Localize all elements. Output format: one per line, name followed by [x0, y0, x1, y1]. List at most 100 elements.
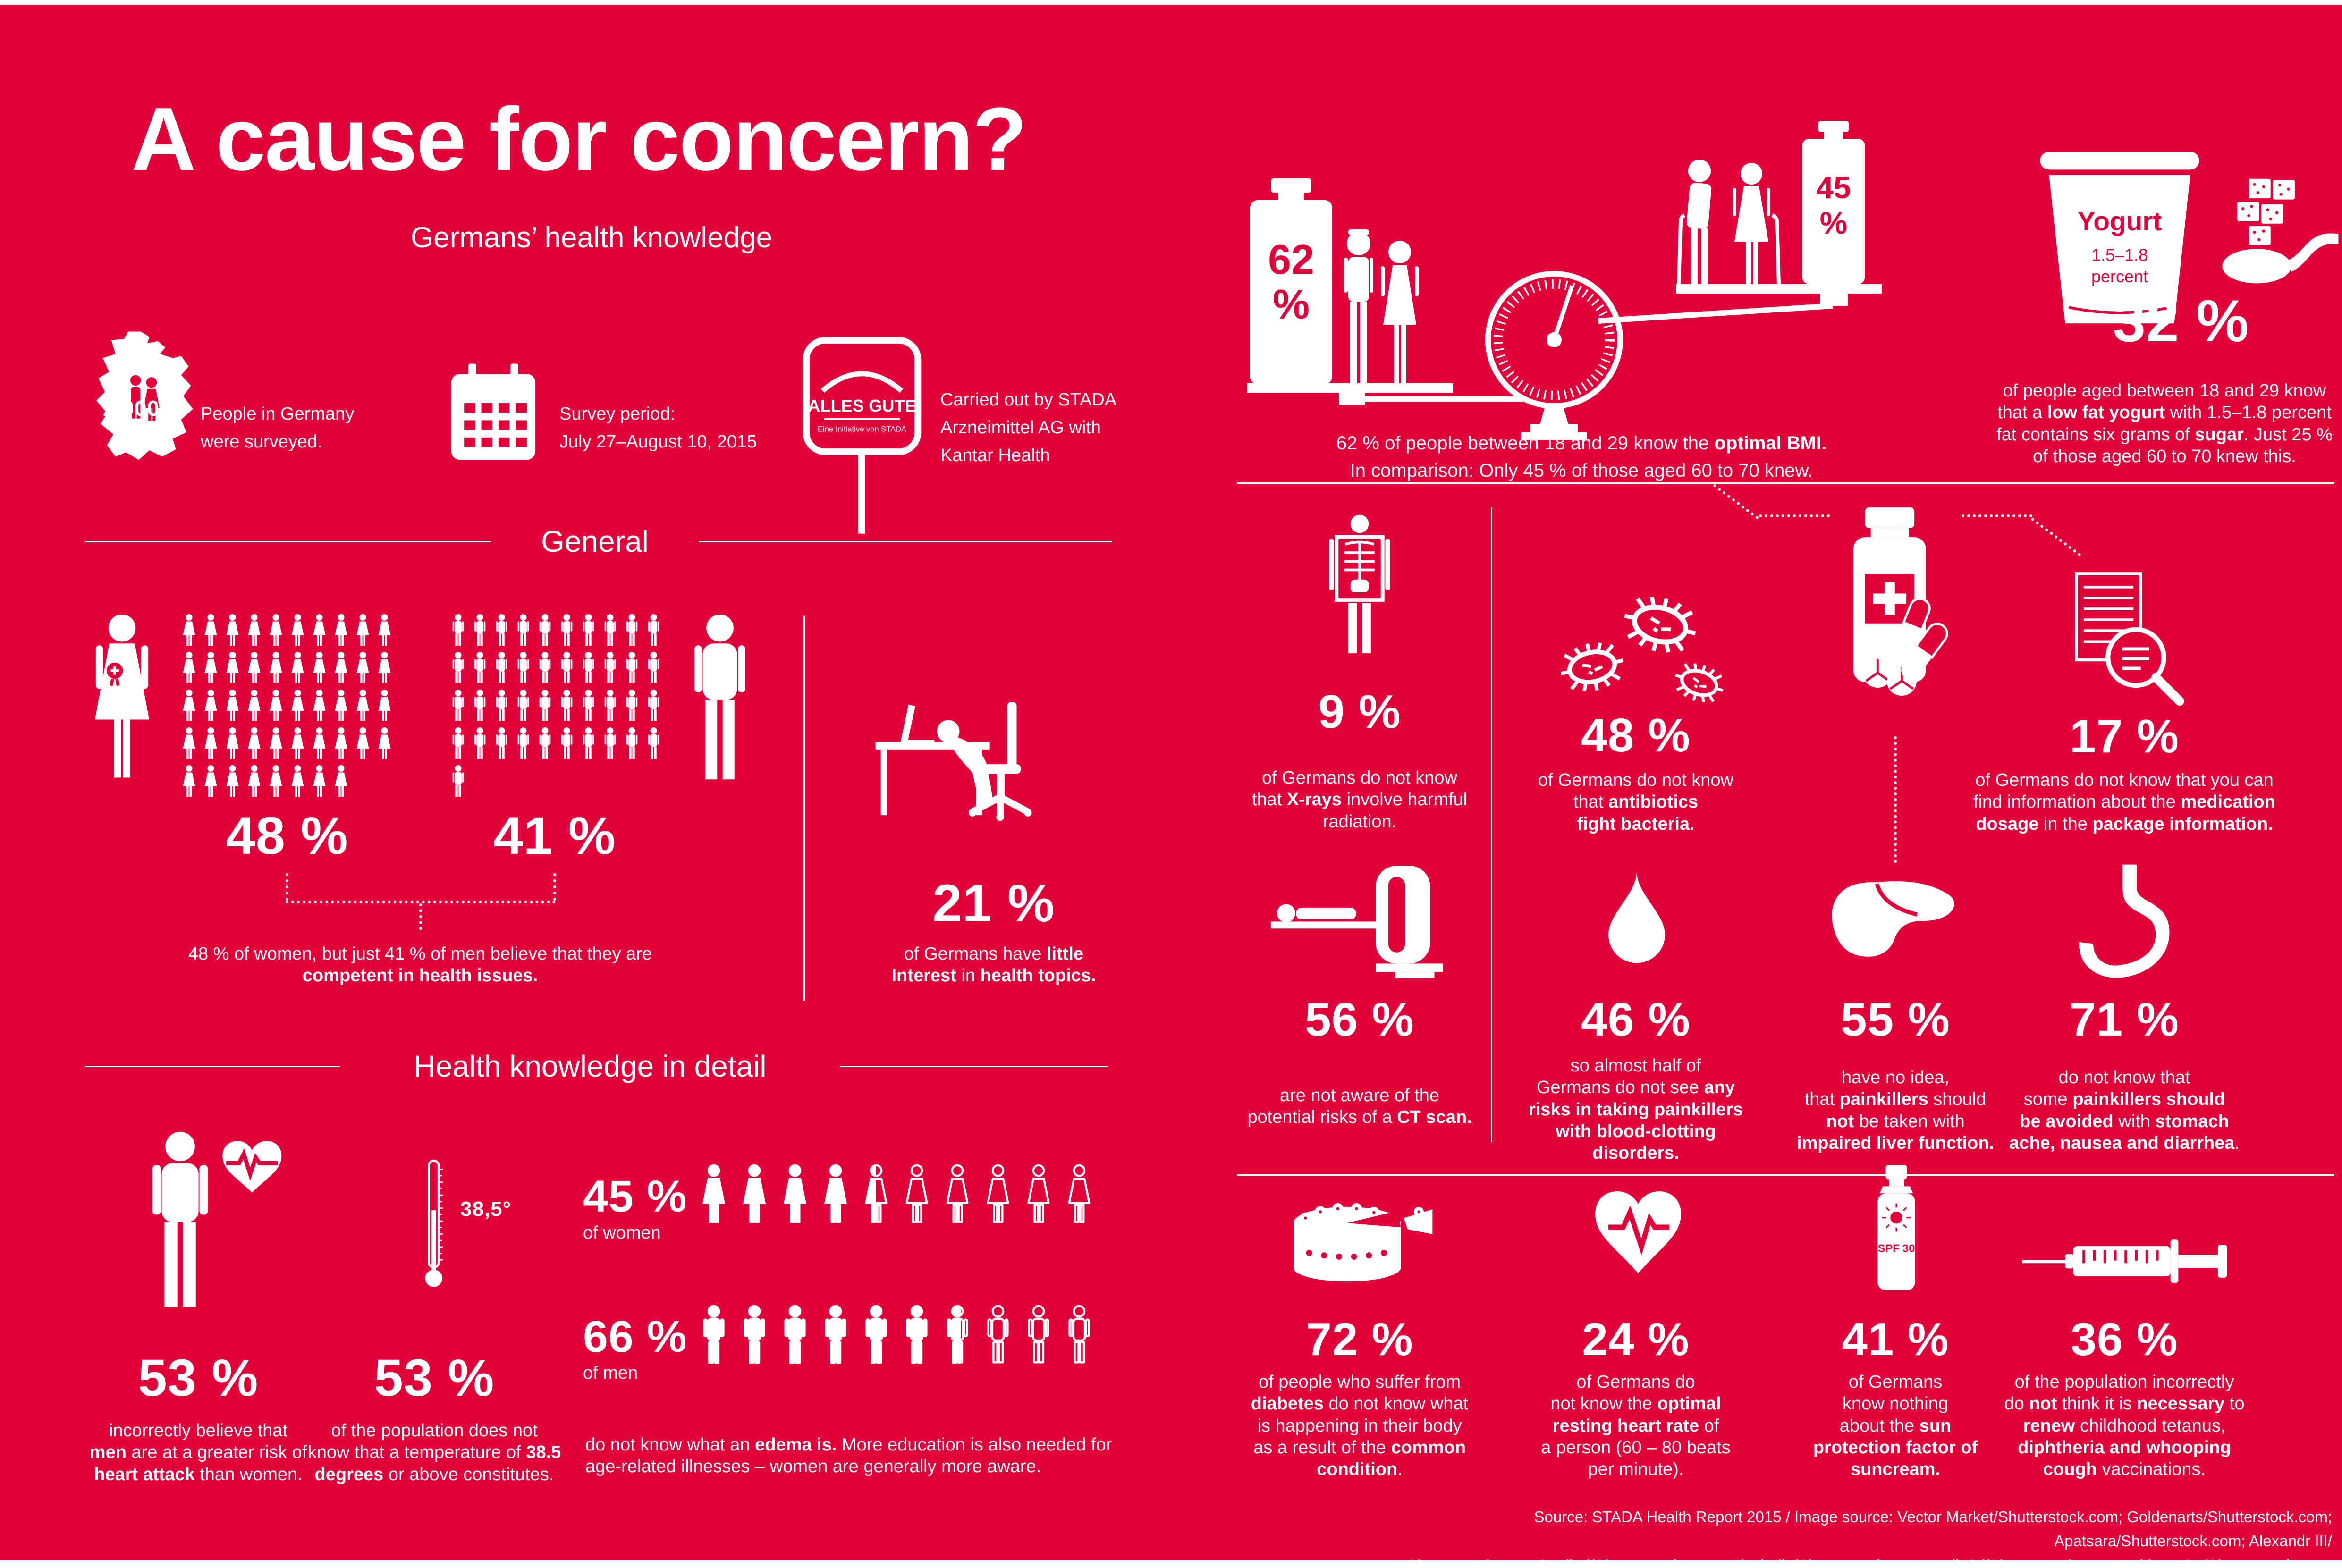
man-icon	[694, 614, 745, 780]
ct-scan-icon	[1270, 865, 1443, 978]
pictograph-unit	[818, 1162, 853, 1226]
vaccination-pct: 36 %	[2071, 1313, 2178, 1365]
divider	[1491, 507, 1492, 1142]
calendar-icon	[451, 363, 536, 460]
suncream-caption: of Germans know nothing about the sun prote…	[1813, 1372, 1978, 1480]
bmi-caption: 62 % of people between 18 and 29 know th…	[1336, 433, 1827, 481]
thermometer-icon	[425, 1159, 443, 1287]
stada-sign-icon: ALLES GUTE Eine Initiative von STADA	[803, 337, 922, 534]
divider	[85, 1066, 340, 1067]
heart-rate-pct: 24 %	[1582, 1313, 1690, 1365]
fever-pct: 53 %	[374, 1349, 495, 1407]
package-insert-magnifier-icon	[2075, 572, 2184, 706]
pictograph-unit	[981, 1162, 1015, 1226]
heart-rate-caption: of Germans do not know the optimal resting…	[1541, 1372, 1731, 1480]
sample-size: 2,000	[103, 396, 160, 421]
sign-subtitle: Eine Initiative von STADA	[818, 425, 906, 434]
pictograph-unit	[859, 1162, 894, 1226]
divider	[699, 541, 1112, 542]
antibiotics-pct: 48 %	[1581, 709, 1691, 762]
edema-men-pictograph	[696, 1303, 1097, 1367]
spf-label: SPF 30	[1878, 1242, 1915, 1254]
interest-pct: 21 %	[932, 874, 1055, 933]
heart-risk-pct: 53 %	[138, 1349, 259, 1407]
pictograph-unit	[696, 1162, 731, 1226]
period-caption: Survey period: July 27–August 10, 2015	[559, 404, 757, 452]
woman-with-badge-icon	[94, 614, 150, 778]
carried-caption: Carried out by STADA Arzneimittel AG with…	[940, 390, 1117, 465]
connector	[1894, 736, 1897, 863]
yogurt-label: Yogurt	[2078, 207, 2162, 236]
source-credit: Source: STADA Health Report 2015 / Image…	[1407, 1508, 2332, 1560]
suncream-icon: SPF 30	[1877, 1165, 1915, 1290]
sign-title: ALLES GUTE	[808, 396, 916, 415]
clotting-pct: 46 %	[1581, 993, 1691, 1046]
xray-caption: of Germans do not know that X-rays involv…	[1251, 768, 1468, 832]
blood-drop-icon	[1608, 871, 1665, 963]
section-general-title: General	[541, 524, 649, 558]
heart-risk-caption: incorrectly believe that men are at a gre…	[89, 1421, 307, 1484]
diabetes-pct: 72 %	[1306, 1313, 1413, 1365]
connector	[1759, 514, 1830, 517]
bmi-old-unit: %	[1820, 205, 1848, 240]
divider	[803, 616, 805, 1001]
yogurt-fat-line1: 1.5–1.8	[2091, 245, 2148, 265]
antibiotics-caption: of Germans do not know that antibiotics fi…	[1538, 770, 1733, 834]
pictograph-unit	[859, 1303, 894, 1367]
sugar-spoon-icon	[2222, 178, 2339, 284]
infographic: A cause for concern? Germans’ health kno…	[0, 5, 2342, 1560]
fever-threshold-label: 38,5°	[460, 1197, 512, 1221]
bmi-old-value: 45	[1816, 170, 1851, 205]
pictograph-unit	[818, 1303, 853, 1367]
dosage-caption: of Germans do not know that you can find …	[1973, 770, 2275, 834]
stomach-caption: do not know that some painkillers should b…	[2009, 1068, 2240, 1154]
bmi-scale-illustration: 62 % 45 %	[1247, 121, 1882, 440]
heart-rate-icon	[1595, 1191, 1681, 1273]
pictograph-unit	[1021, 1303, 1056, 1367]
pictograph-unit	[696, 1303, 731, 1367]
page-title: A cause for concern?	[131, 89, 1027, 189]
pictograph-unit	[778, 1162, 812, 1226]
divider	[1237, 1174, 2334, 1176]
xray-icon	[1329, 514, 1390, 654]
competence-caption: 48 % of women, but just 41 % of men beli…	[188, 944, 652, 986]
bracket	[286, 901, 556, 903]
pictograph-unit	[940, 1303, 975, 1367]
pictograph-unit	[1062, 1162, 1097, 1226]
women-pictograph	[179, 614, 394, 798]
liver-pct: 55 %	[1841, 993, 1950, 1046]
person-asleep-at-desk-icon	[875, 702, 1032, 821]
yogurt-pct: 32 %	[2113, 288, 2249, 354]
men-pictograph	[448, 614, 663, 798]
pictograph-unit	[1062, 1303, 1097, 1367]
pictograph-unit	[899, 1162, 934, 1226]
connector	[1713, 483, 1759, 520]
pictograph-unit	[1021, 1162, 1056, 1226]
liver-caption: have no idea, that painkillers should not …	[1796, 1068, 1995, 1154]
bmi-young-value: 62	[1268, 236, 1314, 283]
man-heart-attack-icon	[152, 1131, 282, 1307]
sample-caption: People in Germany were surveyed.	[201, 404, 355, 452]
ct-pct: 56 %	[1305, 993, 1414, 1046]
divider	[840, 1066, 1108, 1067]
diabetes-caption: of people who suffer from diabetes do not…	[1251, 1372, 1469, 1480]
bracket	[419, 903, 422, 930]
connector	[2030, 517, 2081, 557]
edema-women-label: of women	[583, 1223, 661, 1243]
edema-men-stat: 66 % of men	[583, 1315, 687, 1384]
edema-men-label: of men	[583, 1363, 638, 1383]
xray-pct: 9 %	[1318, 685, 1401, 738]
edema-men-pct: 66 %	[583, 1312, 687, 1362]
pill-bottle-icon	[1853, 507, 1948, 696]
fever-caption: of the population does not know that a te…	[307, 1421, 561, 1484]
vaccination-caption: of the population incorrectly do not thin…	[2004, 1372, 2245, 1480]
suncream-pct: 41 %	[1842, 1313, 1949, 1365]
pictograph-unit	[778, 1303, 812, 1367]
cake-icon	[1294, 1203, 1433, 1282]
stomach-icon	[2079, 864, 2170, 978]
edema-women-stat: 45 % of women	[583, 1174, 687, 1244]
divider	[85, 541, 491, 542]
germany-map-icon	[96, 331, 193, 460]
pictograph-unit	[899, 1303, 934, 1367]
stomach-pct: 71 %	[2070, 993, 2179, 1046]
